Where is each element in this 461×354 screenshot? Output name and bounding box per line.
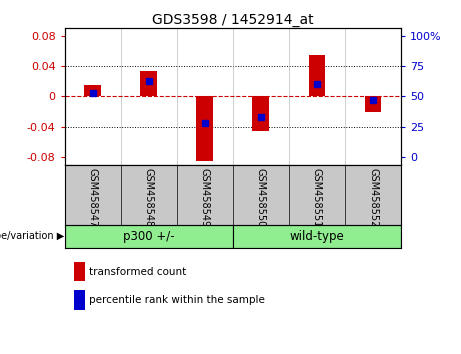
Bar [365, 97, 381, 112]
Bar [84, 85, 101, 97]
Bar [308, 55, 325, 97]
Bar [233, 225, 401, 248]
Text: percentile rank within the sample: percentile rank within the sample [89, 295, 265, 305]
Text: genotype/variation ▶: genotype/variation ▶ [0, 231, 65, 241]
Bar [253, 97, 269, 131]
Text: GSM458548: GSM458548 [144, 168, 154, 227]
Text: p300 +/-: p300 +/- [123, 230, 174, 243]
Text: GSM458550: GSM458550 [256, 168, 266, 227]
Text: GSM458549: GSM458549 [200, 168, 210, 227]
Text: transformed count: transformed count [89, 267, 186, 277]
Text: GSM458552: GSM458552 [368, 168, 378, 227]
Title: GDS3598 / 1452914_at: GDS3598 / 1452914_at [152, 13, 313, 27]
Bar [140, 72, 157, 97]
Text: GSM458547: GSM458547 [88, 168, 98, 227]
Text: GSM458551: GSM458551 [312, 168, 322, 227]
Text: wild-type: wild-type [290, 230, 344, 243]
Bar [65, 225, 233, 248]
Bar [196, 97, 213, 161]
